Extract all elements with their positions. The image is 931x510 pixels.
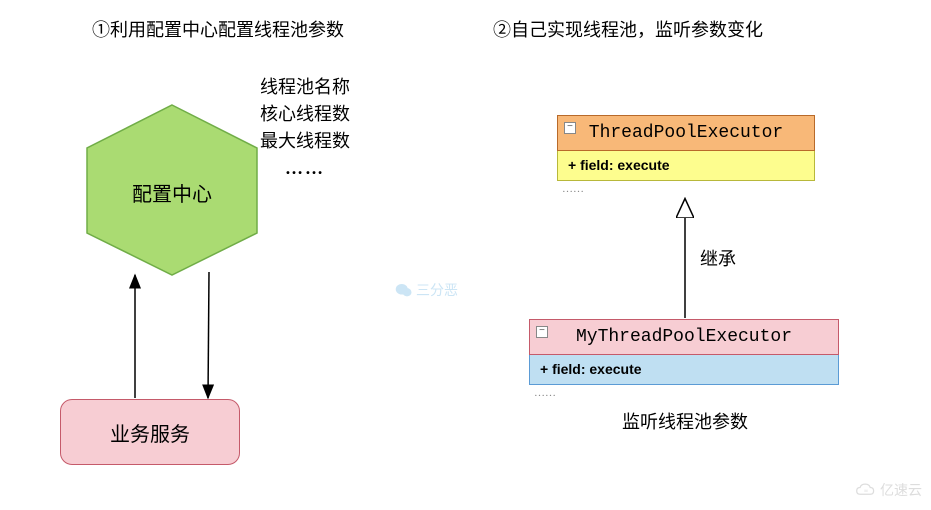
service-box-label: 业务服务 <box>110 418 190 447</box>
uml-bottom-header-text: MyThreadPoolExecutor <box>576 327 792 347</box>
watermark-text-1: 三分恶 <box>416 280 458 300</box>
uml-top-caption: …… <box>557 181 815 197</box>
uml-threadpoolexecutor: − ThreadPoolExecutor + field: execute …… <box>557 115 815 197</box>
config-center-label: 配置中心 <box>87 178 257 207</box>
param-line-1: 线程池名称 <box>260 74 350 101</box>
param-line-2: 核心线程数 <box>260 101 350 128</box>
svg-text:∞: ∞ <box>864 489 868 495</box>
param-list: 线程池名称 核心线程数 最大线程数 …… <box>260 74 350 182</box>
uml-top-body-text: + field: execute <box>568 157 670 173</box>
cloud-icon: ∞ <box>855 482 877 498</box>
param-dots: …… <box>260 155 350 182</box>
uml-top-header: − ThreadPoolExecutor <box>557 115 815 151</box>
uml-bottom-caption: …… <box>529 385 839 401</box>
param-line-3: 最大线程数 <box>260 128 350 155</box>
service-box: 业务服务 <box>60 399 240 465</box>
bottom-label: 监听线程池参数 <box>622 408 748 434</box>
wechat-icon <box>395 282 413 298</box>
right-title: ②自己实现线程池，监听参数变化 <box>493 16 763 42</box>
uml-top-body: + field: execute <box>557 151 815 181</box>
uml-mythreadpoolexecutor: − MyThreadPoolExecutor + field: execute … <box>529 319 839 401</box>
uml-bottom-body: + field: execute <box>529 355 839 385</box>
watermark-sanfenwu: 三分恶 <box>395 280 458 300</box>
inherit-label: 继承 <box>700 245 736 271</box>
uml-bottom-header: − MyThreadPoolExecutor <box>529 319 839 355</box>
uml-bottom-body-text: + field: execute <box>540 361 642 377</box>
arrow-config-to-service <box>208 272 209 398</box>
collapse-icon: − <box>564 122 576 134</box>
collapse-icon: − <box>536 326 548 338</box>
uml-top-header-text: ThreadPoolExecutor <box>589 123 783 143</box>
left-title: ①利用配置中心配置线程池参数 <box>92 16 344 42</box>
watermark-text-2: 亿速云 <box>880 480 922 500</box>
watermark-yisuyun: ∞ 亿速云 <box>855 480 922 500</box>
